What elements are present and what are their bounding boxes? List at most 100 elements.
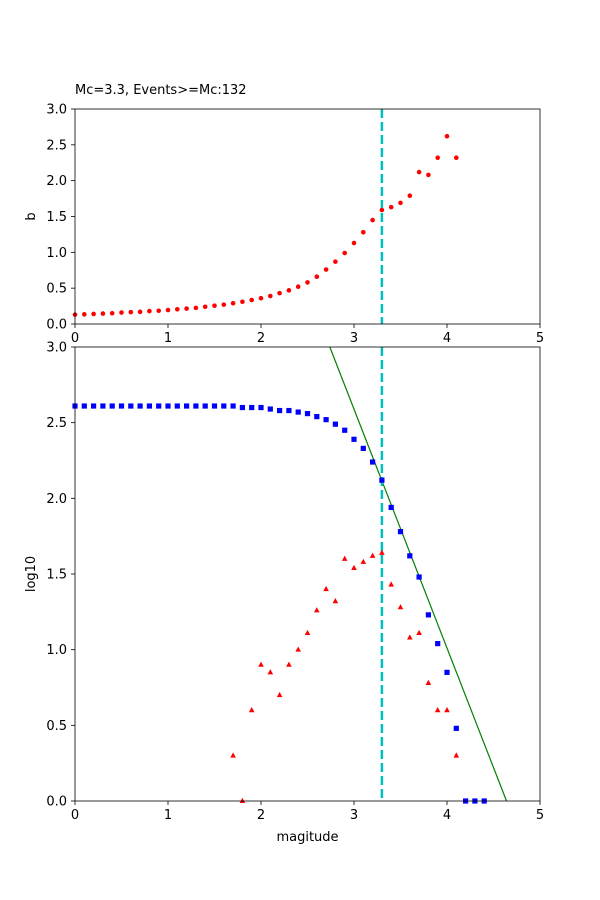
bottom-triangle-point <box>341 555 348 561</box>
top-point <box>258 295 264 301</box>
bottom-square-point <box>118 403 125 409</box>
top-point <box>91 311 96 317</box>
bottom-square-point <box>277 407 283 414</box>
bottom-square-point <box>304 410 311 417</box>
bottom-triangle-point <box>360 558 367 564</box>
bottom-square-point <box>295 409 301 415</box>
top-point <box>407 193 413 199</box>
top-point <box>184 306 189 311</box>
bottom-triangle-point <box>425 679 432 685</box>
bottom-y-tick-label: 1.5 <box>46 568 67 583</box>
bottom-square-point <box>165 403 171 409</box>
bottom-square-point <box>342 427 348 433</box>
bottom-x-tick-label: 3 <box>350 808 358 823</box>
top-y-tick-label: 3.0 <box>46 103 67 118</box>
bottom-triangle-point <box>444 707 450 713</box>
bottom-square-point <box>146 403 152 409</box>
bottom-x-tick-label: 0 <box>71 808 79 823</box>
top-point <box>361 229 366 235</box>
bottom-y-tick-label: 1.0 <box>46 643 67 658</box>
bottom-triangle-point <box>258 661 264 667</box>
top-point <box>342 250 348 256</box>
b-value-panel: Mc=3.3, Events>=Mc:132 b 0 1 2 3 4 5 0.0 0.5 1.0… <box>24 83 544 346</box>
top-point <box>137 309 143 315</box>
bottom-axes-layer: 0 1 2 3 4 5 0.0 0.5 1.0 1.5 2.0 2.5 3.0 <box>46 341 544 824</box>
bottom-square-point <box>91 403 97 409</box>
top-data-layer <box>72 133 459 317</box>
bottom-triangle-point <box>379 549 385 555</box>
bottom-triangle-point <box>351 564 357 570</box>
bottom-y-tick-label: 0.0 <box>46 795 67 810</box>
bottom-square-point <box>397 529 404 535</box>
bottom-triangle-point <box>276 691 283 698</box>
bottom-x-tick-label: 1 <box>164 808 172 823</box>
bottom-square-point <box>221 403 227 409</box>
top-point <box>109 310 115 316</box>
top-point <box>100 311 106 316</box>
top-y-tick-label: 1.0 <box>46 246 67 261</box>
bottom-triangle-point <box>230 752 236 758</box>
bottom-triangle-point <box>332 598 339 604</box>
top-point <box>212 303 217 309</box>
top-x-tick-label: 3 <box>350 331 358 346</box>
bottom-square-point <box>351 436 357 442</box>
top-y-tick-label: 1.5 <box>46 210 67 225</box>
bottom-square-point <box>444 669 450 675</box>
frequency-magnitude-panel: log10 magitude 0 1 2 3 4 5 0.0 0.5 1.0 1.5 2.0 2.5 3… <box>24 341 544 846</box>
bottom-y-tick-label: 2.0 <box>46 492 67 507</box>
bottom-triangle-point <box>248 707 255 713</box>
top-point <box>156 308 161 314</box>
bottom-square-point <box>435 641 441 647</box>
top-y-tick-label: 0.0 <box>46 318 67 333</box>
top-point <box>165 307 171 313</box>
top-point <box>370 217 375 223</box>
top-point <box>305 280 310 285</box>
bottom-square-point <box>128 403 134 409</box>
bottom-square-point <box>230 403 236 409</box>
bottom-square-point <box>81 403 87 409</box>
top-point <box>323 267 329 272</box>
bottom-square-point <box>156 403 162 409</box>
bottom-triangle-point <box>267 669 274 675</box>
bottom-x-tick-label: 2 <box>257 808 265 823</box>
bottom-square-point <box>314 414 320 420</box>
bottom-square-point <box>109 403 115 409</box>
bottom-triangle-point <box>314 607 320 613</box>
top-y-tick-label: 0.5 <box>46 282 67 297</box>
bottom-square-point <box>323 417 329 423</box>
top-point <box>249 297 254 303</box>
top-point <box>398 200 403 206</box>
top-point <box>119 310 124 315</box>
top-point <box>388 204 394 210</box>
bottom-triangle-point <box>295 646 301 652</box>
top-point <box>202 304 208 310</box>
bottom-x-tick-label: 4 <box>443 808 451 823</box>
bottom-square-point <box>258 404 264 411</box>
bottom-triangle-point <box>369 552 376 558</box>
bottom-square-point <box>249 404 255 411</box>
top-point <box>379 207 385 213</box>
top-x-tick-label: 1 <box>164 331 172 346</box>
bottom-square-point <box>174 403 180 409</box>
top-point <box>286 288 292 293</box>
bottom-triangle-point <box>407 634 413 640</box>
top-x-tick-label: 2 <box>257 331 265 346</box>
bottom-triangle-point <box>239 797 246 803</box>
bottom-square-point <box>211 403 218 409</box>
top-point <box>175 307 180 312</box>
top-point <box>277 290 282 296</box>
top-point <box>435 155 441 161</box>
bottom-square-point <box>407 553 413 559</box>
top-point <box>444 133 450 139</box>
top-point <box>193 305 199 311</box>
top-point <box>147 308 152 314</box>
bottom-y-tick-label: 0.5 <box>46 719 67 734</box>
bottom-x-tick-label: 5 <box>536 808 544 823</box>
bottom-square-point <box>360 445 366 451</box>
top-point <box>333 259 338 264</box>
top-point <box>426 172 431 178</box>
top-chart-title: Mc=3.3, Events>=Mc:132 <box>75 83 247 98</box>
bottom-square-point <box>137 403 143 409</box>
top-point <box>268 293 273 299</box>
bottom-square-point <box>239 404 245 411</box>
